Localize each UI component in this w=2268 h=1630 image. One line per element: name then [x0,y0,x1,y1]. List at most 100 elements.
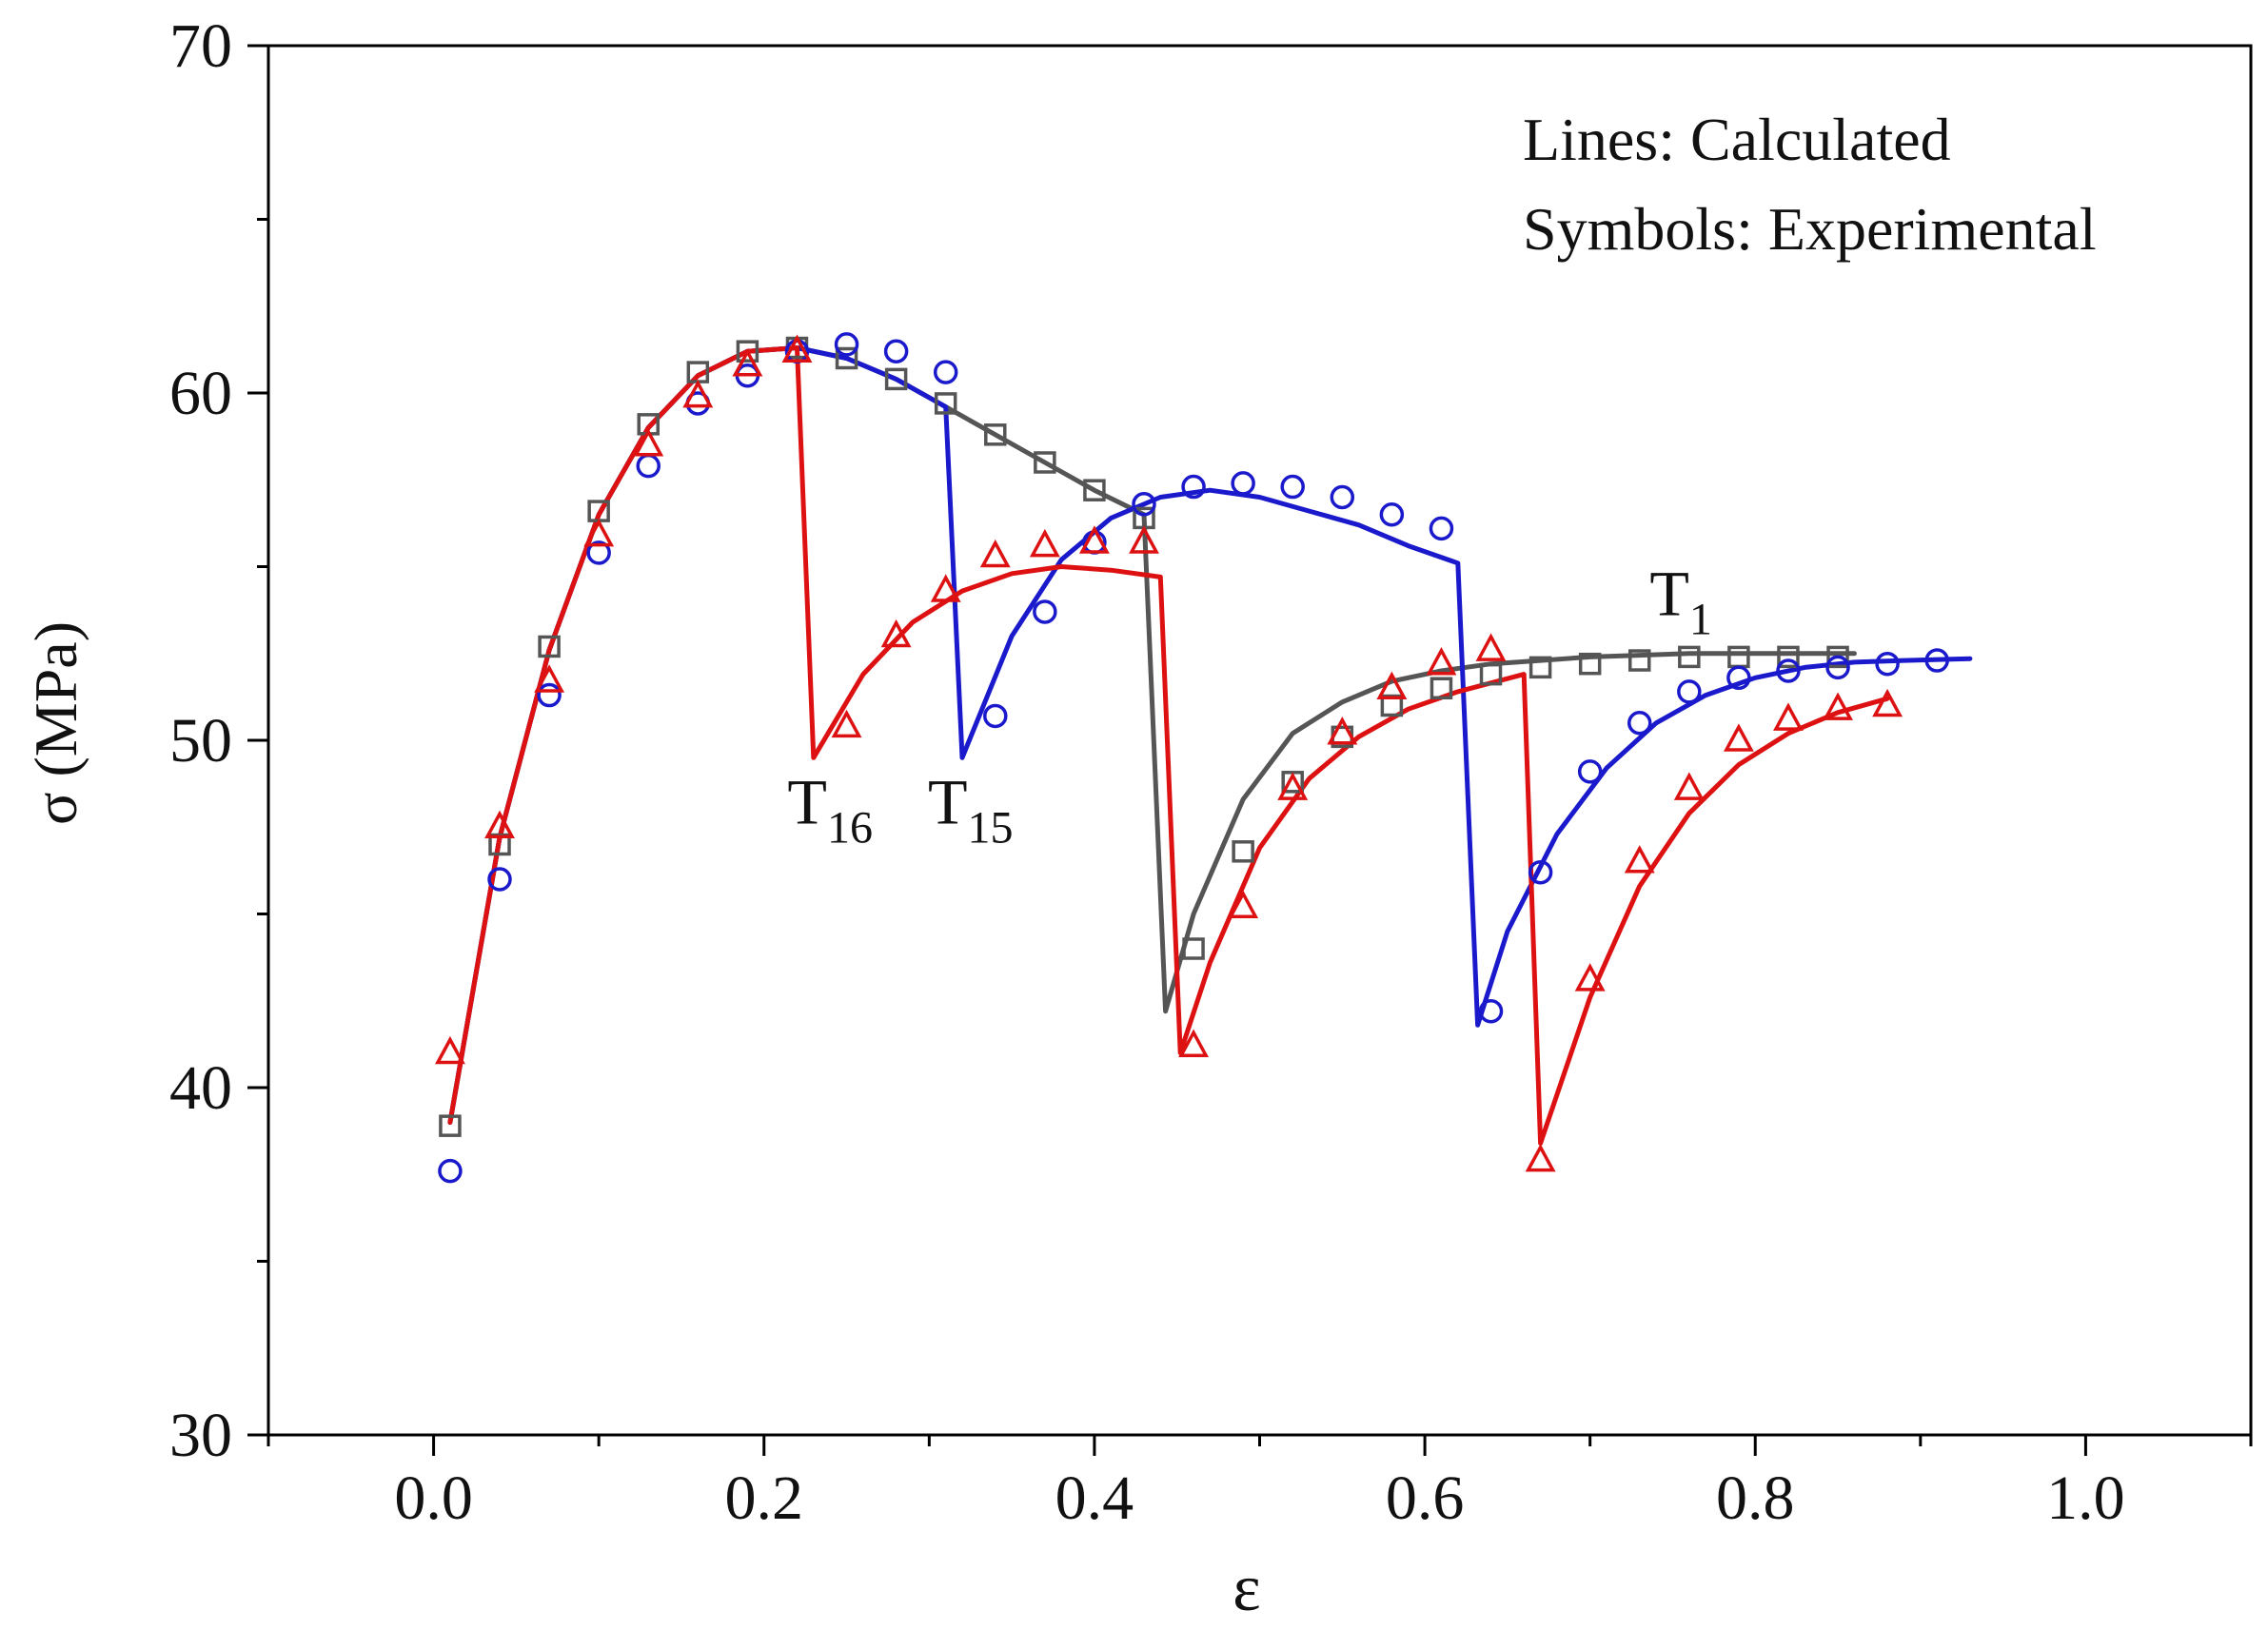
marker-triangle-t16 [1574,963,1606,992]
legend-line-calculated: Lines: Calculated [1523,106,1951,173]
marker-circle-t15 [1627,711,1652,736]
x-tick-label: 0.8 [1716,1463,1795,1533]
marker-circle-t15 [1132,492,1156,517]
marker-circle-t15 [1776,658,1801,683]
x-tick-label: 0.6 [1386,1463,1465,1533]
annotation-t16: T16 [787,766,873,854]
marker-triangle-t16 [1773,702,1804,731]
marker-square-t1 [1232,840,1254,863]
marker-circle-t15 [586,540,611,565]
marker-triangle-t16 [1178,1029,1210,1057]
marker-circle-t15 [1875,651,1900,677]
annotation-t1: T1 [1649,558,1712,645]
marker-circle-t15 [983,703,1008,729]
marker-triangle-t16 [1078,525,1110,554]
marker-square-t1 [1083,479,1106,501]
marker-triangle-t16 [534,664,565,693]
marker-triangle-t16 [435,1035,465,1065]
marker-circle-t15 [1478,998,1504,1024]
marker-triangle-t16 [633,428,664,457]
marker-triangle-t16 [1475,633,1507,661]
marker-square-t1 [1826,645,1849,669]
marker-triangle-t16 [930,574,961,602]
marker-triangle-t16 [880,619,912,648]
marker-square-t1 [1578,652,1602,676]
marker-square-t1 [1678,645,1701,669]
marker-circle-t15 [1280,474,1305,500]
marker-square-t1 [1627,649,1651,672]
marker-square-t1 [1430,677,1453,699]
y-tick-label: 30 [169,1401,232,1470]
marker-circle-t15 [1379,502,1405,527]
x-axis: 0.0 0.2 0.4 0.6 0.8 1.0 [266,1435,2253,1533]
experimental-markers [435,332,1949,1184]
marker-triangle-t16 [1823,692,1853,720]
marker-circle-t15 [883,339,909,363]
marker-triangle-t16 [732,348,763,377]
marker-square-t1 [1479,662,1503,686]
marker-circle-t15 [537,682,562,708]
marker-circle-t15 [1181,474,1206,500]
x-tick-label: 0.0 [394,1463,473,1533]
marker-triangle-t16 [1029,528,1060,558]
marker-triangle-t16 [1129,525,1159,554]
marker-triangle-t16 [781,334,813,363]
marker-square-t1 [984,423,1007,446]
marker-triangle-t16 [1723,723,1754,752]
calculated-lines [447,345,1973,1146]
marker-square-t1 [538,635,561,658]
calculated-line-t16 [447,345,1890,1146]
legend-line-experimental: Symbols: Experimental [1523,195,2097,263]
marker-circle-t15 [1577,759,1603,784]
marker-circle-t15 [1429,516,1454,541]
marker-square-t1 [1777,645,1800,669]
marker-square-t1 [1528,656,1552,679]
marker-triangle-t16 [682,379,714,408]
marker-triangle-t16 [1327,717,1358,745]
y-axis-label: σ (MPa) [22,621,89,825]
marker-circle-t15 [487,867,512,892]
x-tick-label: 1.0 [2046,1463,2125,1533]
marker-circle-t15 [1033,599,1057,624]
marker-triangle-t16 [1872,688,1903,717]
marker-circle-t15 [636,453,661,479]
marker-triangle-t16 [1624,845,1655,874]
marker-square-t1 [884,367,908,391]
marker-triangle-t16 [1426,647,1457,676]
x-tick-label: 0.4 [1055,1463,1134,1533]
marker-square-t1 [439,1114,462,1137]
y-tick-label: 40 [169,1053,232,1123]
annotation-t15: T15 [928,766,1014,854]
marker-circle-t15 [1330,484,1355,510]
marker-square-t1 [1182,937,1205,960]
y-tick-label: 50 [169,706,232,776]
x-axis-label: ε [1233,1552,1260,1625]
marker-circle-t15 [1528,859,1553,885]
marker-circle-t15 [933,360,958,384]
marker-triangle-t16 [1376,671,1408,699]
marker-triangle-t16 [1277,772,1309,800]
marker-circle-t15 [1677,679,1702,704]
marker-triangle-t16 [1673,772,1705,800]
marker-square-t1 [1034,451,1056,474]
marker-circle-t15 [1231,471,1255,496]
marker-circle-t15 [1924,648,1949,673]
marker-triangle-t16 [1525,1143,1556,1172]
marker-triangle-t16 [831,709,862,738]
y-axis: 30 40 50 60 70 [169,11,268,1470]
marker-square-t1 [835,346,858,370]
marker-circle-t15 [438,1158,463,1184]
marker-circle-t15 [834,332,859,357]
y-tick-label: 60 [169,359,232,428]
x-tick-label: 0.2 [725,1463,804,1533]
marker-square-t1 [1727,645,1750,669]
marker-triangle-t16 [583,518,615,547]
marker-triangle-t16 [1228,890,1259,918]
marker-circle-t15 [1726,665,1751,691]
marker-square-t1 [736,340,759,363]
y-tick-label: 70 [169,11,232,81]
marker-triangle-t16 [979,539,1011,568]
marker-circle-t15 [1825,655,1850,680]
annotations: T16 T15 T1 [787,558,1712,854]
